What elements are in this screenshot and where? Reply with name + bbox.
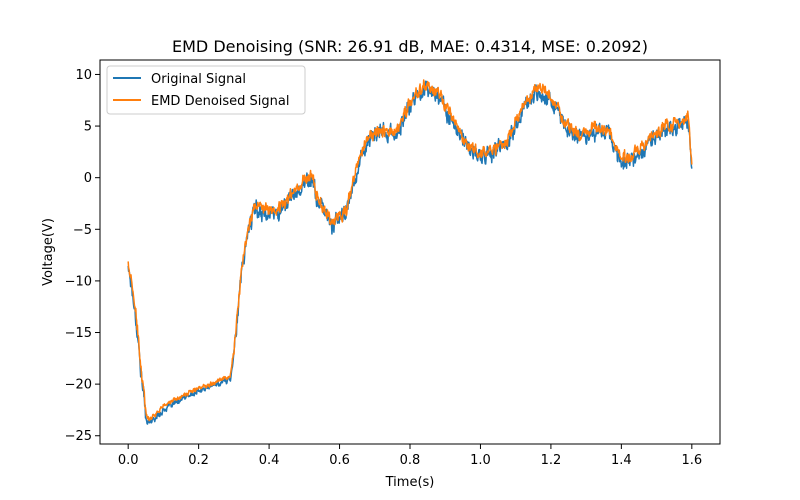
y-tick-label: −10 [65,274,92,289]
series-line-denoised [127,79,693,422]
chart-title: EMD Denoising (SNR: 26.91 dB, MAE: 0.431… [172,37,648,56]
x-tick-label: 0.6 [329,453,350,468]
y-tick-label: −5 [73,223,92,238]
legend-box [106,65,306,115]
y-tick-label: −15 [65,326,92,341]
y-axis: 10 5 0 −5 −10 −15 −20 −25 [65,68,100,444]
legend-label-denoised: EMD Denoised Signal [151,94,289,109]
y-tick-label: −20 [65,378,92,393]
y-tick-label: 5 [84,120,92,135]
x-tick-label: 1.6 [681,453,702,468]
y-tick-label: 10 [75,68,92,83]
x-tick-label: 0.8 [400,453,421,468]
x-tick-label: 0.0 [118,453,139,468]
series-layer [127,79,693,425]
x-tick-label: 1.4 [611,453,632,468]
x-tick-label: 1.0 [470,453,491,468]
x-tick-label: 0.2 [188,453,209,468]
y-axis-title: Voltage(V) [41,218,56,286]
legend-label-original: Original Signal [151,72,246,87]
x-axis: 0.0 0.2 0.4 0.6 0.8 1.0 1.2 1.4 1.6 [118,444,702,468]
legend: Original Signal EMD Denoised Signal [106,65,306,115]
x-tick-label: 0.4 [259,453,280,468]
x-tick-label: 1.2 [541,453,562,468]
y-tick-label: −25 [65,429,92,444]
y-tick-label: 0 [84,171,92,186]
x-axis-title: Time(s) [385,475,435,490]
